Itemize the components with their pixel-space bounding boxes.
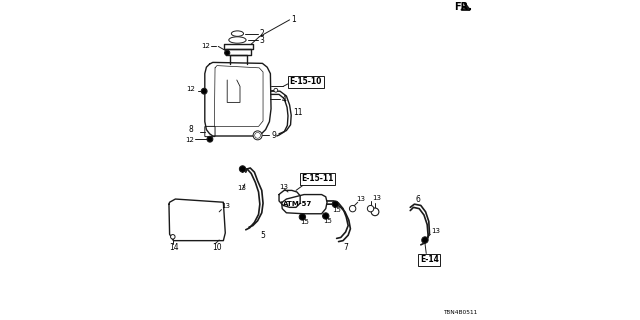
Text: ATM-57: ATM-57 [283, 201, 312, 207]
Text: E-15-10: E-15-10 [290, 77, 322, 86]
Ellipse shape [253, 131, 262, 140]
Text: 13: 13 [221, 204, 230, 209]
Circle shape [201, 88, 207, 94]
Text: FR.: FR. [454, 2, 472, 12]
Ellipse shape [229, 37, 246, 43]
Text: 13: 13 [279, 184, 288, 190]
Text: 8: 8 [189, 125, 193, 134]
Text: 9: 9 [271, 131, 276, 140]
Ellipse shape [232, 31, 244, 36]
Text: 2: 2 [259, 29, 264, 38]
Text: E-15-11: E-15-11 [301, 174, 334, 183]
FancyBboxPatch shape [205, 126, 215, 137]
Circle shape [422, 237, 428, 243]
Text: 5: 5 [261, 231, 266, 240]
Text: T8N4B0511: T8N4B0511 [443, 310, 477, 316]
Text: 1: 1 [291, 15, 296, 24]
Circle shape [367, 205, 374, 212]
Text: 13: 13 [356, 196, 365, 202]
Text: 3: 3 [259, 36, 264, 44]
Text: 6: 6 [416, 196, 421, 204]
Circle shape [274, 88, 278, 92]
Circle shape [332, 201, 339, 207]
Circle shape [225, 50, 230, 55]
Text: E-14: E-14 [420, 255, 438, 264]
Text: 13: 13 [237, 185, 246, 191]
Text: 7: 7 [343, 243, 348, 252]
Circle shape [371, 208, 379, 216]
Text: 15: 15 [323, 219, 332, 224]
Circle shape [170, 235, 175, 239]
Text: 15: 15 [332, 207, 341, 212]
Text: 10: 10 [212, 243, 221, 252]
Text: 11: 11 [293, 108, 302, 116]
Circle shape [207, 136, 212, 142]
Circle shape [323, 213, 329, 219]
Text: 12: 12 [201, 44, 210, 49]
Circle shape [300, 214, 306, 220]
Text: 14: 14 [169, 244, 179, 252]
Text: 15: 15 [300, 220, 309, 225]
Text: 4: 4 [282, 95, 287, 104]
Circle shape [239, 166, 246, 172]
Text: 12: 12 [186, 86, 195, 92]
Ellipse shape [255, 132, 260, 138]
Text: 13: 13 [431, 228, 440, 234]
Text: 12: 12 [185, 137, 193, 143]
Text: 13: 13 [372, 195, 381, 201]
Circle shape [349, 205, 356, 212]
